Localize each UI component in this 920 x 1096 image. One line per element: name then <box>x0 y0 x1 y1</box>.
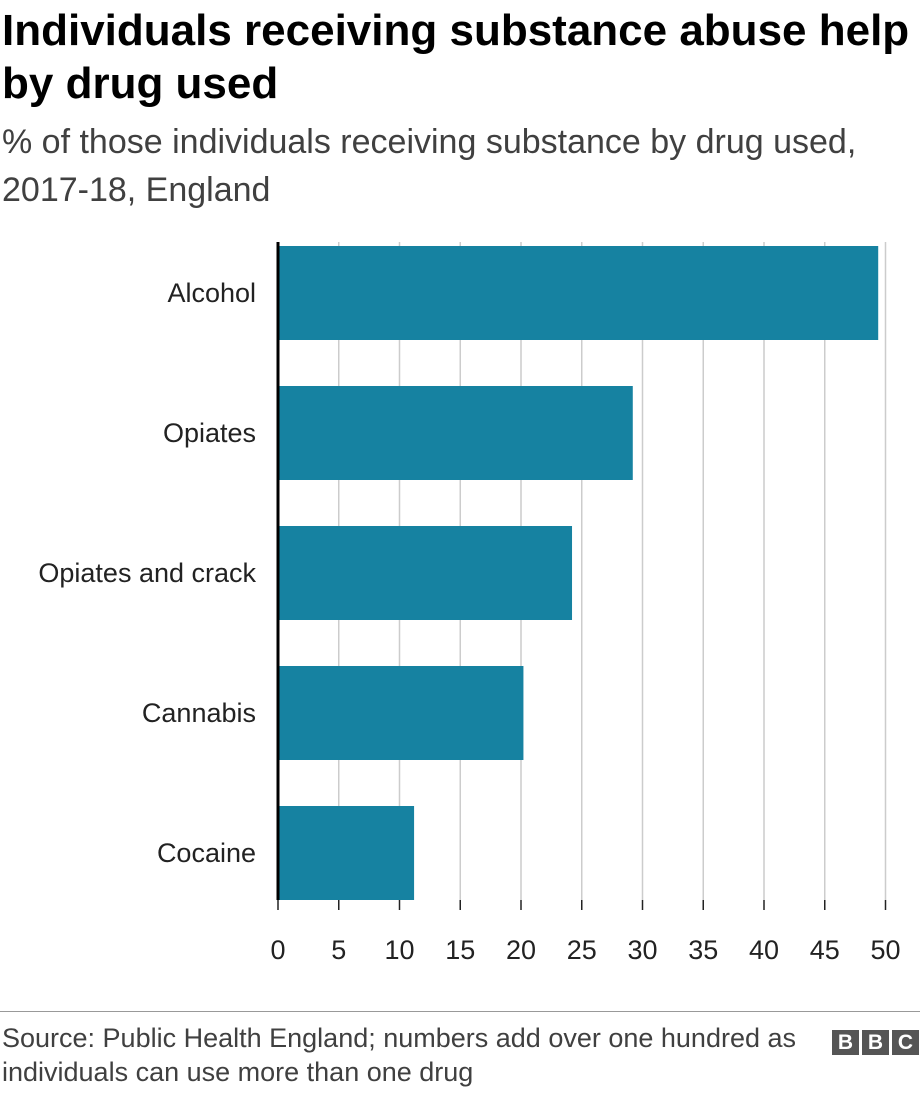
bbc-logo-letter-b2: B <box>862 1030 889 1055</box>
category-label: Cannabis <box>142 698 256 728</box>
category-label: Opiates <box>163 418 256 448</box>
category-label: Alcohol <box>167 278 256 308</box>
chart-subtitle: % of those individuals receiving substan… <box>2 123 857 209</box>
bar <box>278 806 415 900</box>
x-tick-label: 30 <box>627 935 657 965</box>
bar <box>278 246 879 340</box>
bar <box>278 666 524 760</box>
x-tick-label: 25 <box>567 935 597 965</box>
footer-divider <box>0 1011 920 1012</box>
x-tick-label: 10 <box>384 935 414 965</box>
category-label: Cocaine <box>157 838 256 868</box>
bar-chart: 0 5 10 15 20 25 30 35 40 45 50 Alcohol Opiates Opiate… <box>38 242 901 965</box>
x-tick-label: 35 <box>688 935 718 965</box>
category-label: Opiates and crack <box>38 558 256 588</box>
x-tick-label: 50 <box>870 935 900 965</box>
x-tick-label: 15 <box>445 935 475 965</box>
bbc-logo: B B C <box>832 1030 919 1055</box>
bar <box>278 386 633 480</box>
x-tick-label: 40 <box>749 935 779 965</box>
x-tick-label: 45 <box>810 935 840 965</box>
source-note: Source: Public Health England; numbers a… <box>2 1023 797 1087</box>
chart-title: Individuals receiving substance abuse he… <box>2 6 910 108</box>
x-tick-label: 20 <box>506 935 536 965</box>
bbc-logo-letter-b1: B <box>832 1030 859 1055</box>
x-tick-label: 5 <box>331 935 346 965</box>
bar <box>278 526 573 620</box>
x-tick-label: 0 <box>270 935 285 965</box>
bbc-logo-letter-c: C <box>892 1030 919 1055</box>
